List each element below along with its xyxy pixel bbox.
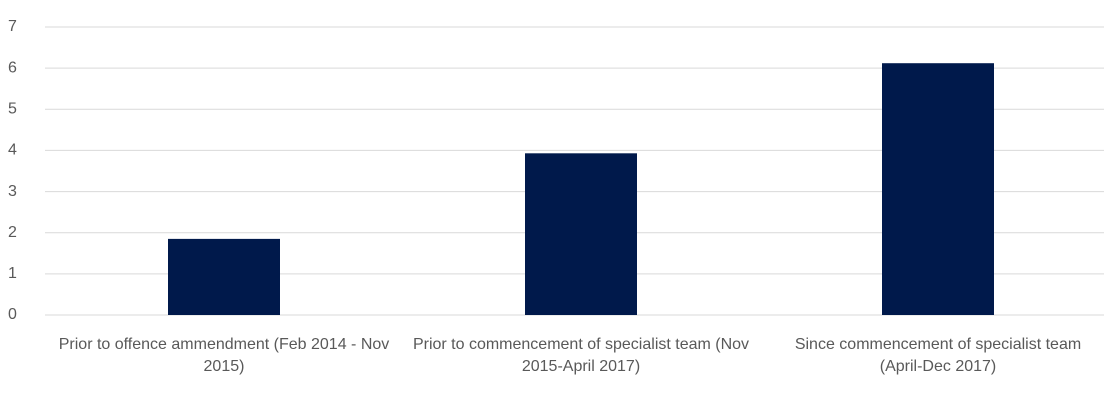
y-tick-label: 3: [8, 183, 17, 200]
bar: [525, 153, 637, 315]
bar: [882, 63, 994, 315]
y-tick-label: 6: [8, 59, 17, 76]
y-tick-label: 5: [8, 101, 17, 118]
x-tick-label: Prior to commencement of specialist team…: [413, 336, 749, 375]
y-tick-label: 2: [8, 224, 17, 241]
x-tick-label: Since commencement of specialist team (Ap…: [795, 336, 1081, 375]
y-tick-label: 7: [8, 18, 17, 35]
y-tick-label: 1: [8, 265, 17, 282]
y-tick-label: 0: [8, 306, 17, 323]
x-tick-label: Prior to offence ammendment (Feb 2014 - …: [59, 336, 390, 375]
bar: [168, 238, 280, 315]
y-tick-label: 4: [8, 142, 17, 159]
